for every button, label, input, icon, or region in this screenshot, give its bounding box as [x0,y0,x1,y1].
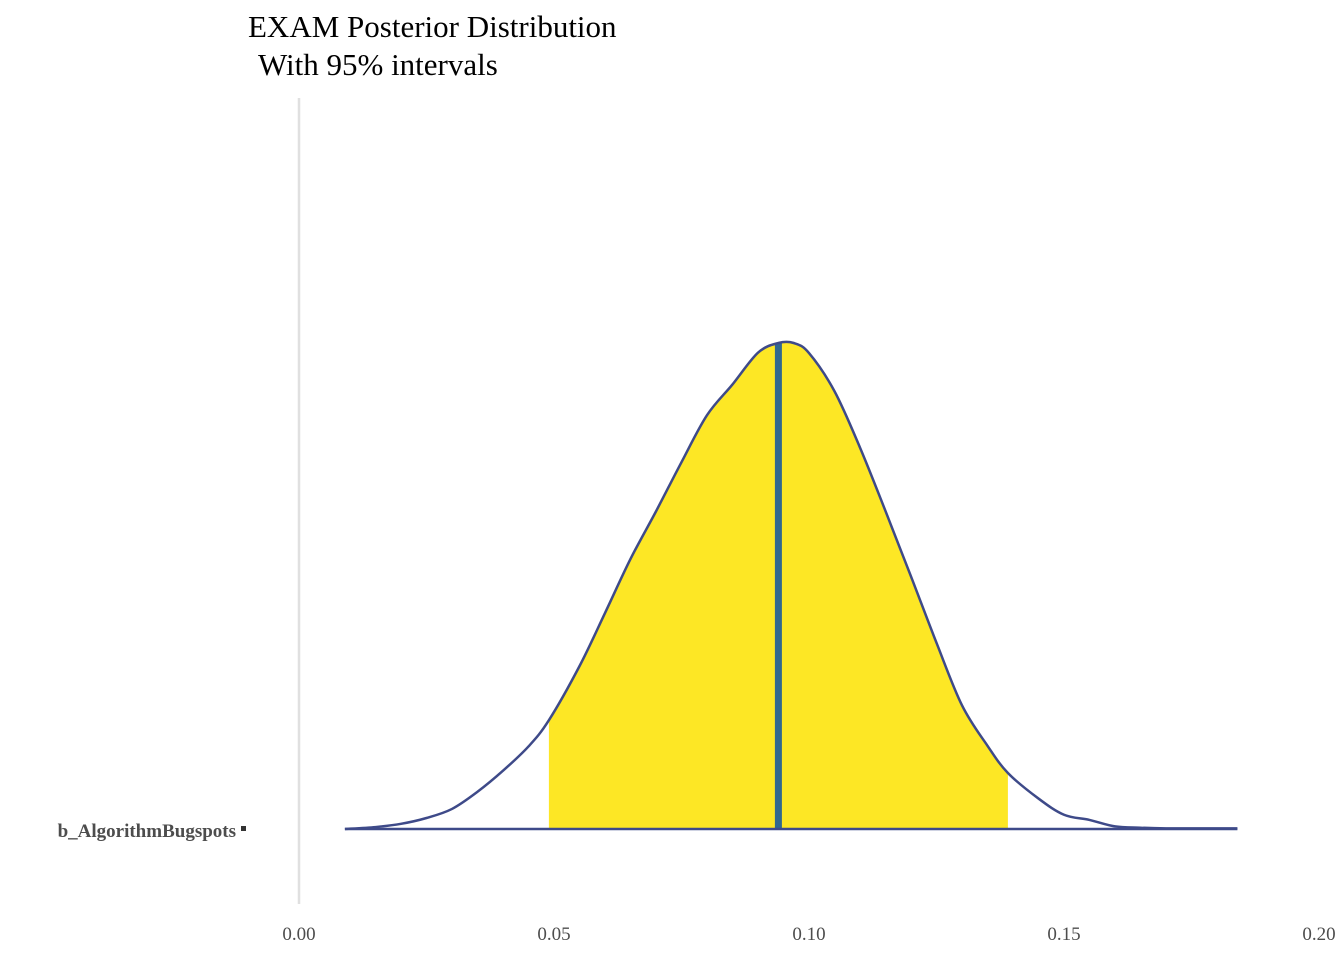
y-axis-tick [241,826,246,831]
plot-area [344,340,1238,831]
x-tick-label: 0.10 [792,924,825,945]
density-curve [344,340,1238,831]
y-axis: b_AlgorithmBugspots [58,821,246,842]
x-tick-label: 0.00 [282,924,315,945]
x-tick-label: 0.05 [537,924,570,945]
x-tick-label: 0.20 [1302,924,1335,945]
x-axis: 0.00 0.05 0.10 0.15 0.20 [282,924,1335,945]
x-tick-label: 0.15 [1047,924,1080,945]
chart-title: EXAM Posterior Distribution [248,9,617,44]
y-category-label: b_AlgorithmBugspots [58,821,236,842]
chart-subtitle: With 95% intervals [258,47,498,82]
